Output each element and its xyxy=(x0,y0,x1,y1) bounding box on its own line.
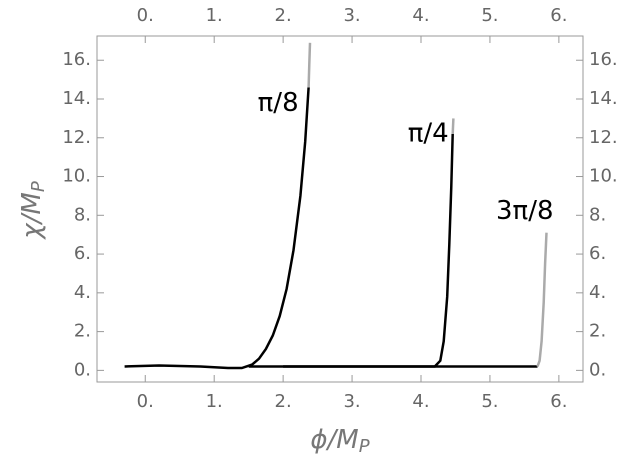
x-tick-label: 3. xyxy=(343,391,360,412)
y-axis-title-main: χ/M xyxy=(17,192,47,241)
x-tick-label-top: 6. xyxy=(550,5,567,26)
y-tick-label-right: 14. xyxy=(589,88,618,109)
x-tick-label-top: 1. xyxy=(206,5,223,26)
y-tick-label: 16. xyxy=(62,49,91,70)
x-tick-label: 5. xyxy=(481,391,498,412)
x-tick-label-top: 0. xyxy=(137,5,154,26)
x-axis-title-main: ϕ/M xyxy=(310,425,358,455)
x-tick-label: 2. xyxy=(275,391,292,412)
x-tick-label-top: 4. xyxy=(412,5,429,26)
y-tick-label-right: 4. xyxy=(589,282,606,303)
curve xyxy=(124,87,310,370)
y-axis-title: χ/MP xyxy=(17,181,50,241)
x-tick-label-top: 3. xyxy=(343,5,360,26)
y-tick-label-right: 12. xyxy=(589,127,618,148)
y-tick-label: 6. xyxy=(74,243,91,264)
y-axis-title-sub: P xyxy=(28,181,49,192)
curve-label: 3π/8 xyxy=(496,196,554,226)
curve-label: π/4 xyxy=(408,118,449,148)
x-tick-label: 1. xyxy=(206,391,223,412)
x-tick-label: 6. xyxy=(550,391,567,412)
x-axis-title: ϕ/MP xyxy=(310,425,369,458)
y-tick-label: 12. xyxy=(62,127,91,148)
y-tick-label-right: 16. xyxy=(589,49,618,70)
plot-frame xyxy=(96,35,584,383)
x-axis-title-sub: P xyxy=(359,436,370,457)
y-tick-label: 14. xyxy=(62,88,91,109)
x-tick-label: 4. xyxy=(412,391,429,412)
y-tick-label-right: 6. xyxy=(589,243,606,264)
curve xyxy=(248,133,454,368)
y-tick-label: 0. xyxy=(74,359,91,380)
y-tick-label-right: 0. xyxy=(589,359,606,380)
curve xyxy=(307,42,312,88)
curve xyxy=(536,232,548,367)
y-tick-label: 8. xyxy=(74,204,91,225)
x-tick-label-top: 2. xyxy=(275,5,292,26)
y-tick-label: 10. xyxy=(62,166,91,187)
y-tick-label-right: 8. xyxy=(589,204,606,225)
curve-label: π/8 xyxy=(258,88,299,118)
y-tick-label-right: 10. xyxy=(589,166,618,187)
curve xyxy=(451,118,455,134)
y-tick-label-right: 2. xyxy=(589,321,606,342)
y-tick-label: 4. xyxy=(74,282,91,303)
y-tick-label: 2. xyxy=(74,321,91,342)
x-tick-label: 0. xyxy=(137,391,154,412)
x-tick-label-top: 5. xyxy=(481,5,498,26)
